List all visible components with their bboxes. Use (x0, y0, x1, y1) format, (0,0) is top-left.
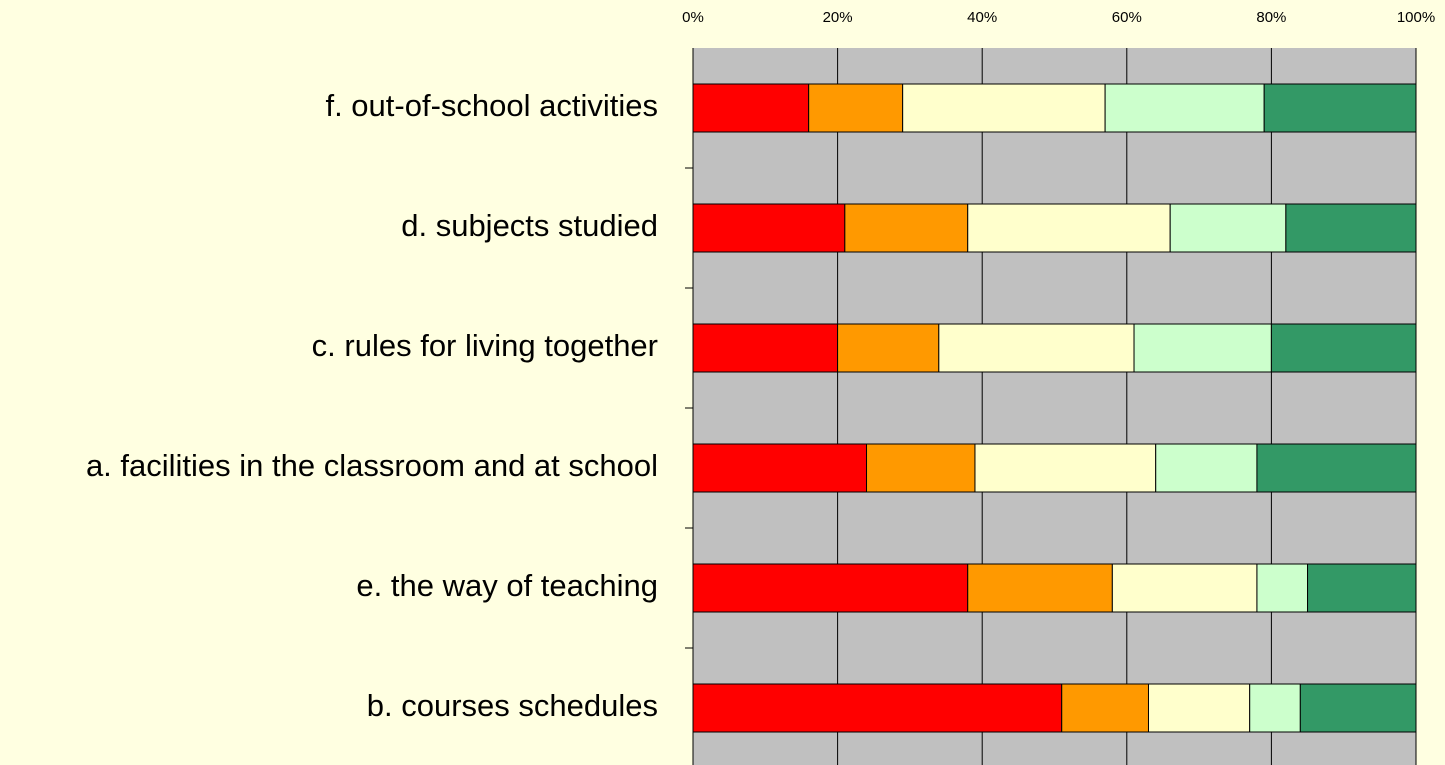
bar-segment (692, 563, 969, 613)
x-tick-label: 60% (1112, 9, 1142, 26)
x-tick-label: 40% (967, 9, 997, 26)
x-tick-label: 100% (1397, 9, 1435, 26)
bar-segment (1147, 683, 1251, 733)
bar-segment (692, 203, 846, 253)
x-tick-label: 0% (682, 9, 704, 26)
bar-segment (1249, 683, 1301, 733)
bar-segment (1299, 683, 1417, 733)
bar-segment (1104, 83, 1265, 133)
bar-segment (1111, 563, 1258, 613)
bar-segment (974, 443, 1157, 493)
bar-segment (837, 323, 940, 373)
plot-area (693, 48, 1416, 765)
bar-segment (692, 83, 810, 133)
bar-segment (1263, 83, 1417, 133)
category-label: e. the way of teaching (356, 568, 658, 603)
x-tick-label: 20% (823, 9, 853, 26)
bar-segment (1256, 563, 1309, 613)
bar-segment (1256, 443, 1417, 493)
bar-segment (1285, 203, 1417, 253)
bar-segment (866, 443, 976, 493)
bar-segment (692, 683, 1063, 733)
bar-segment (692, 443, 868, 493)
bar-segment (1133, 323, 1272, 373)
bar-segment (1307, 563, 1417, 613)
bar-segment (844, 203, 969, 253)
bar-segment (1270, 323, 1417, 373)
bar-segment (967, 563, 1113, 613)
category-label: d. subjects studied (401, 208, 658, 243)
bar-segment (808, 83, 904, 133)
x-tick-label: 80% (1256, 9, 1286, 26)
bar-segment (938, 323, 1135, 373)
category-label: f. out-of-school activities (325, 88, 658, 123)
bar-segment (967, 203, 1171, 253)
category-label: c. rules for living together (312, 328, 658, 363)
category-label: b. courses schedules (367, 688, 658, 723)
category-label: a. facilities in the classroom and at sc… (86, 448, 658, 483)
bar-segment (902, 83, 1106, 133)
bar-segment (1155, 443, 1258, 493)
bar-segment (692, 323, 839, 373)
bar-segment (1169, 203, 1287, 253)
bar-segment (1061, 683, 1149, 733)
